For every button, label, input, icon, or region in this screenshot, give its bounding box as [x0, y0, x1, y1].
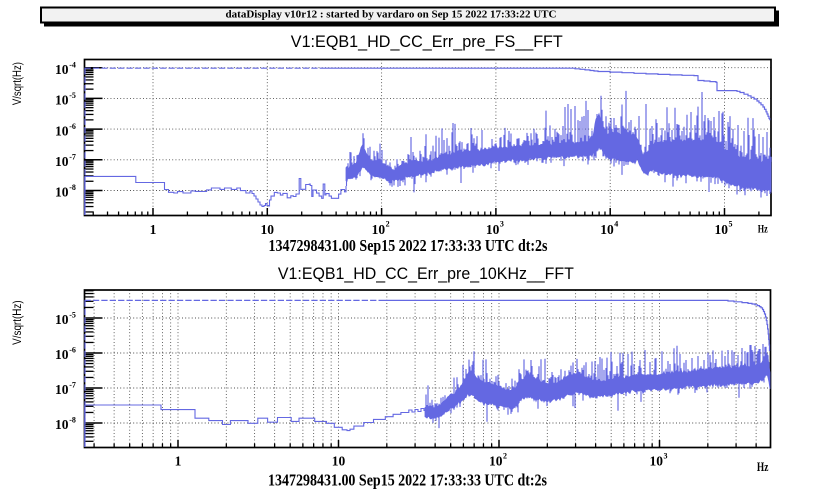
svg-text:2: 2	[503, 452, 507, 461]
svg-text:-6: -6	[69, 122, 76, 131]
svg-text:10: 10	[55, 154, 69, 169]
svg-text:-8: -8	[69, 183, 76, 192]
svg-text:10: 10	[55, 417, 69, 432]
svg-text:10: 10	[261, 222, 275, 237]
svg-text:10: 10	[55, 347, 69, 362]
svg-text:-5: -5	[69, 311, 76, 320]
svg-text:4: 4	[614, 220, 618, 229]
svg-text:V1:EQB1_HD_CC_Err_pre_FS__FFT: V1:EQB1_HD_CC_Err_pre_FS__FFT	[291, 33, 563, 51]
svg-text:10: 10	[55, 93, 69, 108]
svg-text:Hz: Hz	[758, 221, 768, 235]
svg-text:10: 10	[55, 62, 69, 77]
svg-text:10: 10	[486, 222, 500, 237]
svg-text:10: 10	[332, 454, 346, 469]
svg-text:1347298431.00 Sep15 2022 17:33: 1347298431.00 Sep15 2022 17:33:33 UTC dt…	[269, 236, 548, 255]
svg-text:10: 10	[55, 185, 69, 200]
svg-text:1: 1	[175, 454, 182, 469]
svg-text:V/sqrt(Hz): V/sqrt(Hz)	[10, 300, 24, 345]
svg-text:10: 10	[55, 382, 69, 397]
svg-text:dataDisplay v10r12 : started b: dataDisplay v10r12 : started by vardaro …	[226, 8, 557, 20]
svg-text:10: 10	[372, 222, 386, 237]
svg-text:5: 5	[729, 220, 733, 229]
svg-text:-7: -7	[69, 153, 76, 162]
svg-text:10: 10	[650, 454, 664, 469]
svg-text:-5: -5	[69, 91, 76, 100]
svg-text:Hz: Hz	[757, 460, 769, 474]
svg-text:V1:EQB1_HD_CC_Err_pre_10KHz__F: V1:EQB1_HD_CC_Err_pre_10KHz__FFT	[278, 265, 574, 283]
svg-text:1347298431.00 Sep15 2022 17:33: 1347298431.00 Sep15 2022 17:33:33 UTC dt…	[268, 471, 547, 490]
svg-text:2: 2	[386, 220, 390, 229]
svg-text:-8: -8	[69, 416, 76, 425]
svg-text:10: 10	[55, 312, 69, 327]
svg-text:1: 1	[150, 222, 157, 237]
svg-text:-4: -4	[69, 60, 76, 69]
svg-text:10: 10	[715, 222, 729, 237]
svg-text:10: 10	[600, 222, 614, 237]
svg-text:V/sqrt(Hz): V/sqrt(Hz)	[10, 62, 24, 105]
svg-text:10: 10	[55, 123, 69, 138]
svg-text:3: 3	[500, 220, 504, 229]
svg-text:-6: -6	[69, 346, 76, 355]
svg-text:-7: -7	[69, 381, 76, 390]
svg-text:3: 3	[664, 452, 668, 461]
svg-text:10: 10	[489, 454, 503, 469]
